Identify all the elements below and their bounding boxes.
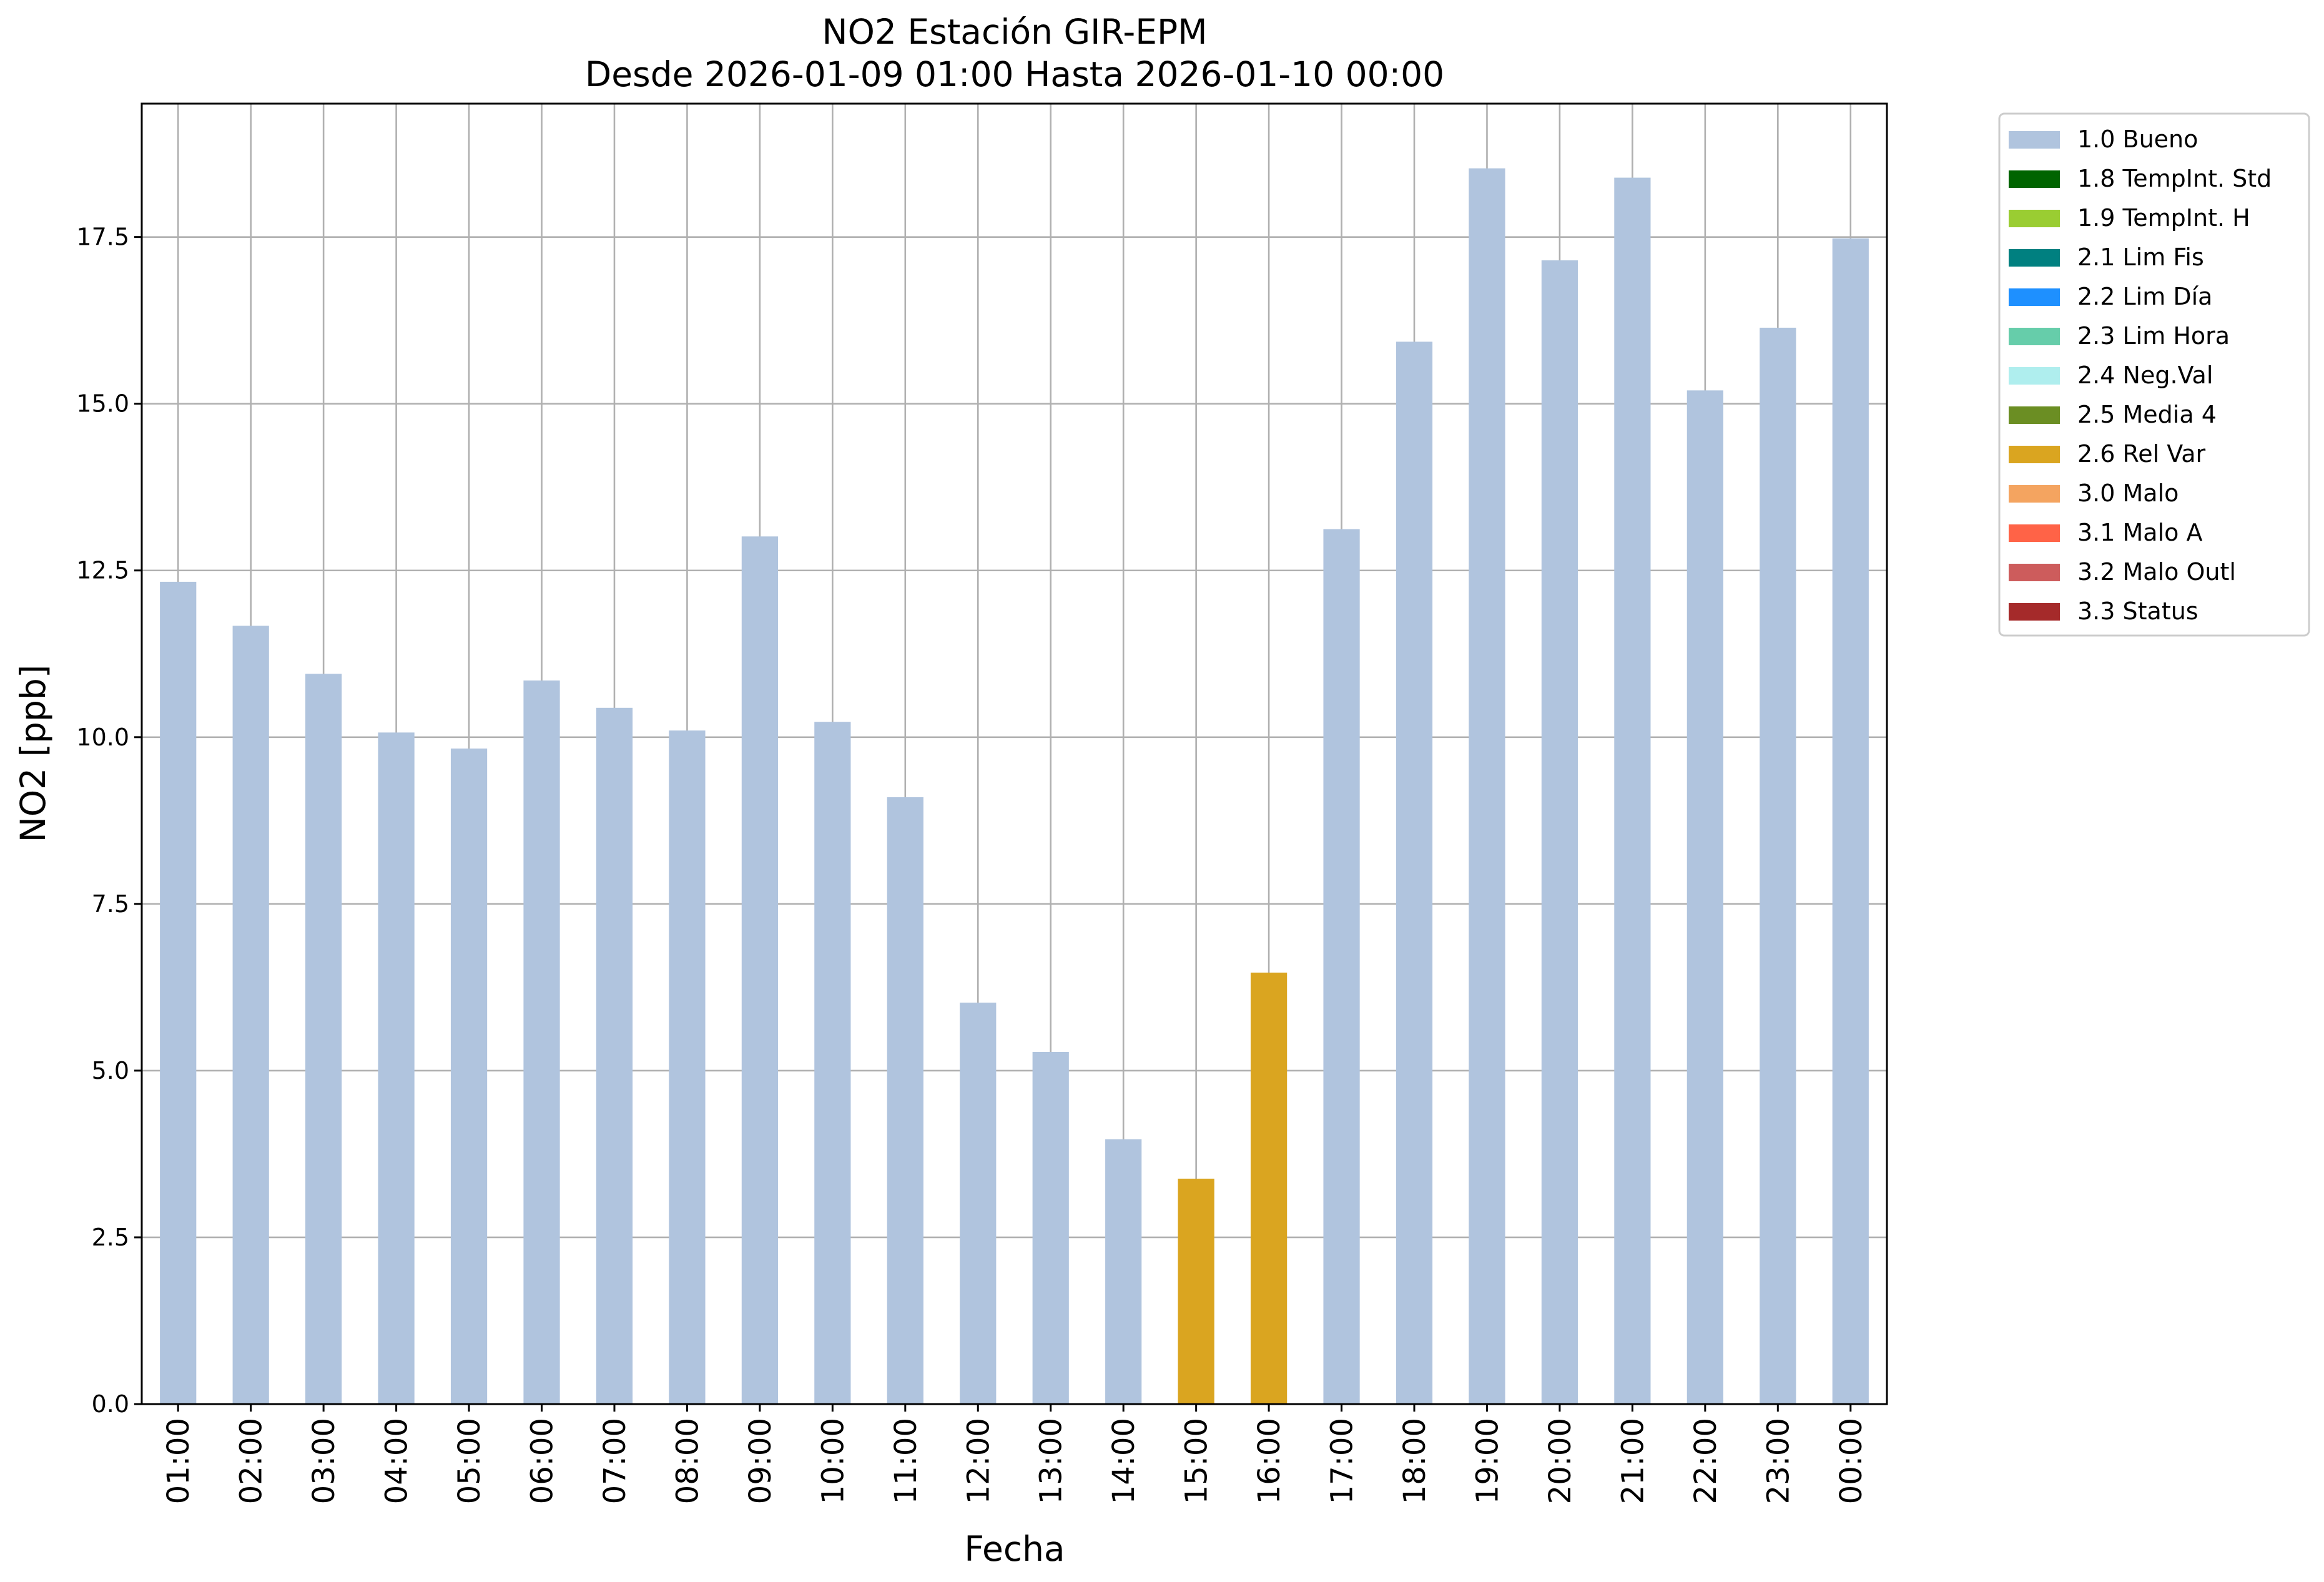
- x-tick-label: 12:00: [961, 1418, 996, 1504]
- bar-02:00: [232, 626, 269, 1405]
- legend-swatch: [2009, 406, 2060, 424]
- y-tick-label: 7.5: [92, 890, 129, 918]
- bar-00:00: [1832, 238, 1869, 1404]
- x-tick-label: 01:00: [161, 1418, 196, 1504]
- bar-18:00: [1396, 341, 1433, 1404]
- y-tick-label: 5.0: [92, 1057, 129, 1084]
- x-tick-label: 07:00: [598, 1418, 633, 1504]
- legend-swatch: [2009, 170, 2060, 188]
- bar-13:00: [1032, 1051, 1069, 1404]
- x-tick-label: 06:00: [525, 1418, 560, 1504]
- x-tick-label: 18:00: [1397, 1418, 1432, 1504]
- y-axis-ticks: 0.0 2.5 5.0 7.5 10.0 12.5 15.0 17.5: [76, 224, 142, 1418]
- x-tick-label: 13:00: [1034, 1418, 1069, 1504]
- x-tick-label: 09:00: [743, 1418, 778, 1504]
- bar-12:00: [960, 1002, 997, 1404]
- bar-16:00: [1250, 972, 1288, 1404]
- chart-subtitle: Desde 2026-01-09 01:00 Hasta 2026-01-10 …: [585, 54, 1444, 94]
- legend-label: 2.3 Lim Hora: [2077, 322, 2230, 350]
- bar-06:00: [523, 680, 560, 1404]
- legend-label: 3.0 Malo: [2077, 479, 2179, 507]
- x-tick-label: 00:00: [1834, 1418, 1869, 1504]
- x-tick-label: 22:00: [1688, 1418, 1723, 1504]
- x-axis-label: Fecha: [964, 1529, 1065, 1569]
- bar-23:00: [1760, 327, 1796, 1404]
- legend-swatch: [2009, 485, 2060, 503]
- x-tick-label: 02:00: [234, 1418, 269, 1504]
- legend-swatch: [2009, 131, 2060, 149]
- bar-10:00: [814, 722, 851, 1404]
- legend-swatch: [2009, 564, 2060, 581]
- bar-17:00: [1323, 529, 1360, 1404]
- legend-swatch: [2009, 446, 2060, 463]
- bars: [160, 168, 1869, 1405]
- x-tick-label: 11:00: [889, 1418, 923, 1504]
- x-tick-label: 21:00: [1615, 1418, 1650, 1504]
- legend-swatch: [2009, 210, 2060, 227]
- bar-04:00: [378, 732, 415, 1404]
- bar-09:00: [741, 536, 779, 1404]
- y-tick-label: 17.5: [76, 224, 129, 251]
- y-tick-label: 0.0: [92, 1390, 129, 1418]
- x-tick-label: 15:00: [1179, 1418, 1214, 1504]
- x-tick-label: 14:00: [1106, 1418, 1141, 1504]
- bar-01:00: [160, 581, 197, 1404]
- x-tick-label: 08:00: [670, 1418, 705, 1504]
- legend-label: 2.6 Rel Var: [2077, 440, 2206, 468]
- bar-05:00: [450, 748, 488, 1404]
- legend-label: 1.0 Bueno: [2077, 125, 2198, 153]
- x-axis-ticks: 01:00 02:00 03:00 04:00 05:00 06:00 07:00 08:00…: [161, 1404, 1869, 1504]
- x-tick-label: 23:00: [1761, 1418, 1796, 1504]
- bar-07:00: [596, 707, 633, 1404]
- y-tick-label: 15.0: [76, 390, 129, 418]
- y-axis-label: NO2 [ppb]: [13, 665, 53, 843]
- legend-frame: [1998, 112, 2310, 637]
- legend-swatch: [2009, 367, 2060, 385]
- legend-label: 1.9 TempInt. H: [2077, 204, 2250, 232]
- bar-11:00: [887, 797, 923, 1404]
- x-tick-label: 03:00: [307, 1418, 342, 1504]
- x-tick-label: 17:00: [1325, 1418, 1360, 1504]
- bar-15:00: [1178, 1178, 1214, 1404]
- legend-label: 3.1 Malo A: [2077, 519, 2202, 546]
- legend-swatch: [2009, 249, 2060, 267]
- x-tick-label: 20:00: [1543, 1418, 1578, 1504]
- y-tick-label: 2.5: [92, 1224, 129, 1251]
- plot-frame: [140, 102, 1888, 1405]
- legend-swatch: [2009, 328, 2060, 345]
- legend-label: 2.5 Media 4: [2077, 401, 2217, 428]
- bar-14:00: [1105, 1139, 1142, 1404]
- x-tick-label: 10:00: [815, 1418, 850, 1504]
- x-tick-label: 05:00: [452, 1418, 487, 1504]
- legend-swatch: [2009, 288, 2060, 306]
- y-tick-label: 10.0: [76, 724, 129, 751]
- bar-21:00: [1614, 177, 1651, 1404]
- y-tick-label: 12.5: [76, 557, 129, 584]
- legend-label: 3.2 Malo Outl: [2077, 558, 2236, 586]
- bar-20:00: [1541, 260, 1578, 1404]
- chart-title: NO2 Estación GIR-EPM: [822, 12, 1207, 52]
- bar-08:00: [669, 730, 706, 1404]
- legend-swatch: [2009, 524, 2060, 542]
- legend-swatch: [2009, 603, 2060, 621]
- legend-label: 1.8 TempInt. Std: [2077, 165, 2272, 192]
- x-tick-label: 19:00: [1470, 1418, 1505, 1504]
- legend: 1.0 Bueno 1.8 TempInt. Std 1.9 TempInt. H 2…: [1998, 112, 2310, 637]
- bar-03:00: [305, 674, 342, 1404]
- x-tick-label: 04:00: [380, 1418, 415, 1504]
- legend-label: 3.3 Status: [2077, 597, 2198, 625]
- legend-label: 2.4 Neg.Val: [2077, 361, 2213, 389]
- bar-22:00: [1686, 390, 1723, 1405]
- x-tick-label: 16:00: [1252, 1418, 1287, 1504]
- legend-label: 2.2 Lim Día: [2077, 283, 2212, 310]
- legend-label: 2.1 Lim Fis: [2077, 243, 2204, 271]
- bar-19:00: [1469, 168, 1505, 1404]
